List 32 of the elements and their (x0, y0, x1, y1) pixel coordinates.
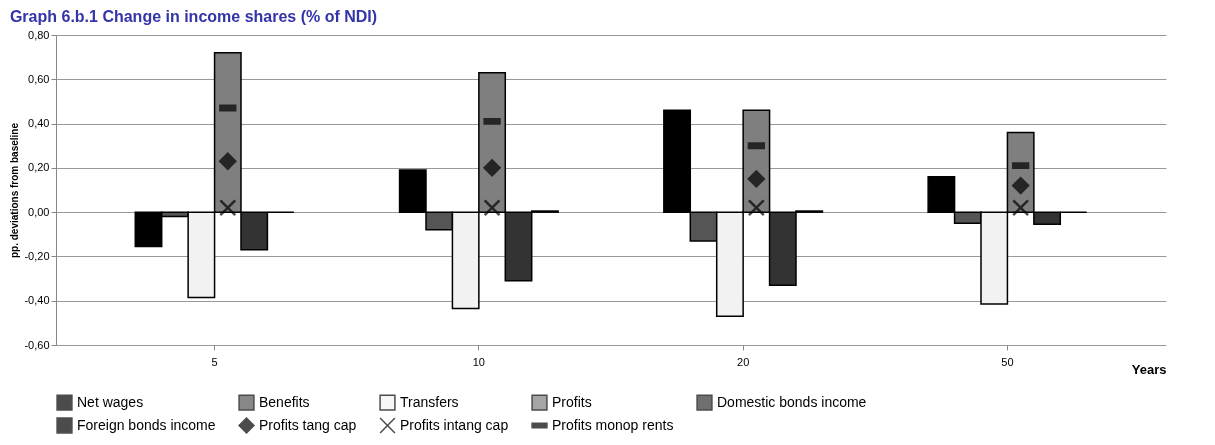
point (1011, 176, 1030, 195)
y-tick-label: -0,40 (24, 294, 50, 307)
x-tick-label: 20 (737, 355, 750, 368)
point (483, 199, 501, 217)
chart-title: Graph 6.b.1 Change in income shares (% of NDI) (9, 8, 378, 25)
legend-label: Net wages (77, 393, 144, 410)
point (1011, 199, 1030, 217)
y-tick-label: 0,20 (28, 161, 50, 174)
point (747, 199, 766, 217)
y-axis-title: pp. deviations from baseline (9, 122, 21, 259)
y-tick-label: -0,60 (24, 338, 50, 351)
y-tick-label: -0,20 (24, 249, 50, 262)
y-tick-label: 0,80 (28, 28, 50, 41)
x-tick-label: 10 (472, 355, 485, 368)
legend-label: Profits tang cap (259, 416, 357, 433)
legend-label: Transfers (400, 393, 459, 410)
legend-label: Benefits (259, 393, 310, 410)
legend-label: Profits monop rents (552, 416, 674, 433)
point (483, 159, 501, 177)
y-tick-label: 0,40 (28, 117, 50, 130)
legend-label: Domestic bonds income (717, 393, 867, 410)
y-tick-label: 0,60 (28, 72, 50, 85)
point (219, 152, 237, 170)
x-tick-label: 5 (211, 355, 218, 368)
point (219, 199, 237, 217)
x-axis-title: Years (1131, 361, 1167, 377)
x-tick-label: 50 (1001, 355, 1014, 368)
legend-label: Profits intang cap (400, 416, 509, 433)
point (747, 170, 766, 188)
legend-label: Profits (552, 393, 592, 410)
y-tick-label: 0,00 (28, 205, 50, 218)
legend-label: Foreign bonds income (77, 416, 216, 433)
